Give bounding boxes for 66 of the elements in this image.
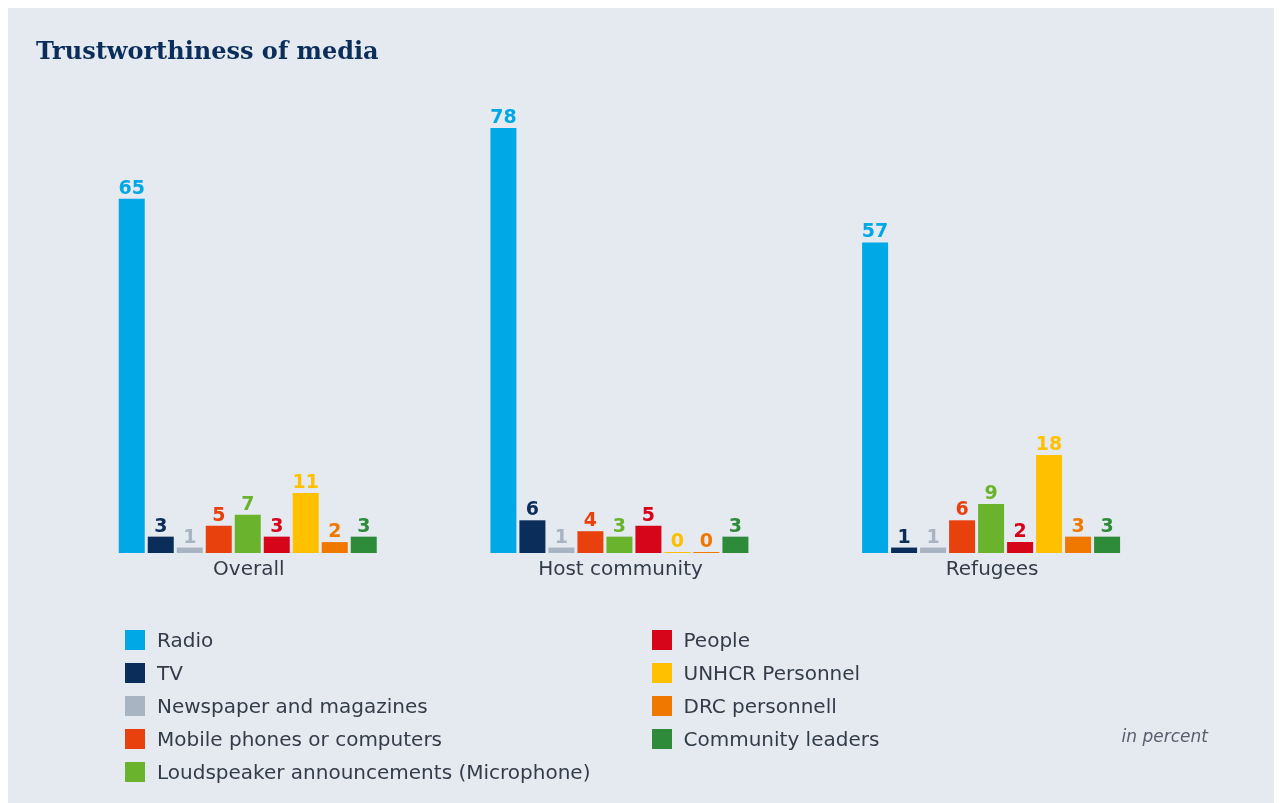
text: in percent bbox=[1121, 726, 1208, 746]
bar bbox=[292, 493, 319, 553]
data-label: 4 bbox=[583, 508, 598, 531]
data-label: 57 bbox=[861, 219, 889, 242]
legend-label: Newspaper and magazines bbox=[157, 693, 428, 718]
bar bbox=[321, 542, 348, 553]
bar bbox=[1007, 542, 1034, 553]
bar bbox=[1065, 536, 1092, 553]
x-tick-label: Overall bbox=[213, 556, 285, 581]
legend-label: UNHCR Personnel bbox=[683, 660, 861, 685]
data-label: 1 bbox=[554, 524, 569, 547]
data-label: 18 bbox=[1035, 431, 1063, 454]
data-label: 0 bbox=[670, 529, 685, 551]
bar bbox=[548, 547, 575, 553]
bar bbox=[176, 547, 203, 553]
legend-label: TV bbox=[157, 660, 183, 685]
bar bbox=[606, 536, 633, 553]
data-label: 2 bbox=[328, 519, 342, 542]
bar bbox=[490, 128, 517, 553]
data-label: 5 bbox=[641, 502, 656, 525]
bar bbox=[147, 536, 174, 553]
bar bbox=[949, 520, 976, 553]
data-label: 11 bbox=[292, 470, 319, 493]
bar bbox=[519, 520, 546, 553]
bar bbox=[1094, 536, 1121, 553]
legend-label: DRC personnell bbox=[683, 693, 837, 718]
data-label: 1 bbox=[183, 524, 197, 547]
data-label: 3 bbox=[1071, 513, 1085, 536]
data-label: 3 bbox=[728, 513, 743, 536]
legend-label: Community leaders bbox=[683, 726, 880, 751]
bar bbox=[263, 536, 290, 553]
data-label: 3 bbox=[1100, 513, 1114, 536]
data-label: 65 bbox=[118, 175, 145, 198]
data-label: 1 bbox=[926, 524, 940, 547]
data-label: 2 bbox=[1013, 519, 1027, 542]
legend-label: People bbox=[683, 627, 750, 652]
data-label: 5 bbox=[212, 502, 226, 525]
legend-label: Loudspeaker announcements (Microphone) bbox=[157, 759, 591, 784]
legend-label: Radio bbox=[157, 627, 214, 652]
data-label: 7 bbox=[241, 491, 255, 514]
bar bbox=[891, 547, 918, 553]
bar bbox=[577, 531, 604, 553]
bar bbox=[1036, 454, 1063, 553]
bar bbox=[205, 525, 232, 553]
data-label: 9 bbox=[984, 480, 998, 503]
data-label: 3 bbox=[357, 513, 371, 536]
data-label: 6 bbox=[525, 497, 540, 520]
data-label: 3 bbox=[612, 513, 627, 536]
data-label: 6 bbox=[955, 497, 969, 520]
data-label: 1 bbox=[897, 524, 911, 547]
data-label: 3 bbox=[270, 513, 284, 536]
bar bbox=[118, 198, 145, 553]
bar bbox=[978, 503, 1005, 553]
bar bbox=[920, 547, 947, 553]
data-label: 3 bbox=[154, 513, 168, 536]
bar bbox=[350, 536, 377, 553]
bar bbox=[722, 536, 749, 553]
chart-title: Trustworthiness of media bbox=[36, 36, 379, 65]
bar bbox=[862, 242, 889, 553]
data-label: 78 bbox=[490, 105, 517, 127]
bar bbox=[635, 525, 662, 553]
x-tick-label: Host community bbox=[538, 556, 703, 581]
bar bbox=[234, 514, 261, 553]
legend-label: Mobile phones or computers bbox=[157, 726, 443, 751]
x-tick-label: Refugees bbox=[945, 556, 1039, 581]
data-label: 0 bbox=[699, 529, 714, 551]
